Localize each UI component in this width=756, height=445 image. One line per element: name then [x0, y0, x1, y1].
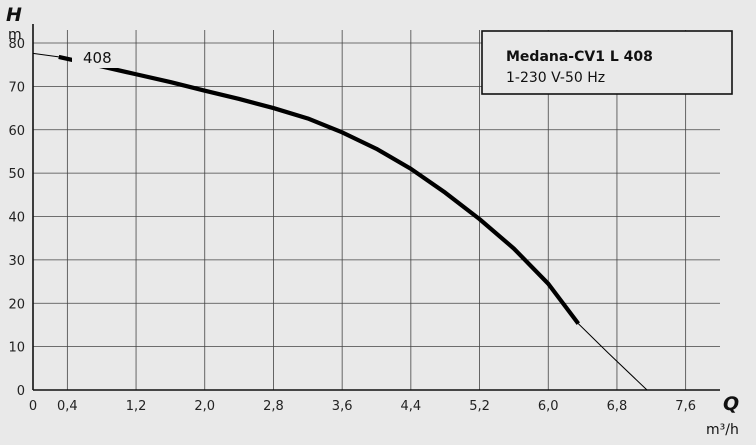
y-tick-label-8: 80 — [8, 37, 25, 52]
series-0-extrapolated-tail — [577, 323, 648, 391]
x-axis-unit: m³/h — [706, 422, 739, 438]
x-tick-label-4: 2,8 — [263, 399, 284, 414]
axes — [32, 24, 720, 391]
x-tick-label-10: 7,6 — [675, 399, 696, 414]
legend-frame — [481, 30, 733, 95]
curve-label-background — [72, 46, 128, 68]
y-tick-label-2: 20 — [8, 297, 25, 312]
legend-subtitle: 1-230 V-50 Hz — [506, 70, 605, 86]
axis-symbols: H m Q m³/h — [6, 4, 739, 438]
y-tick-label-3: 30 — [8, 254, 25, 269]
x-tick-label-2: 1,2 — [126, 399, 147, 414]
x-tick-label-9: 6,8 — [607, 399, 628, 414]
legend-title: Medana-CV1 L 408 — [506, 49, 653, 65]
y-tick-label-7: 70 — [8, 80, 25, 95]
x-tick-label-7: 5,2 — [469, 399, 490, 414]
x-tick-label-6: 4,4 — [401, 399, 422, 414]
tick-labels: 0 0,4 1,2 2,0 2,8 3,6 4,4 5,2 6,0 6,8 7,6 0 10 20 30 40… — [8, 37, 696, 414]
x-tick-label-8: 6,0 — [538, 399, 559, 414]
legend-box: Medana-CV1 L 408 1-230 V-50 Hz — [481, 30, 733, 95]
series-0-operating-curve — [58, 54, 580, 325]
x-tick-label-1: 0,4 — [57, 399, 78, 414]
y-tick-label-4: 40 — [8, 211, 25, 226]
y-tick-label-6: 60 — [8, 124, 25, 139]
curve-label-group: 408 — [72, 46, 128, 68]
curve-label: 408 — [83, 49, 112, 67]
x-tick-label-0: 0 — [29, 399, 37, 414]
y-tick-label-0: 0 — [17, 384, 25, 399]
series-layer — [32, 52, 648, 391]
y-tick-label-5: 50 — [8, 167, 25, 182]
y-axis-symbol: H — [6, 4, 22, 26]
x-tick-label-5: 3,6 — [332, 399, 353, 414]
x-axis-symbol: Q — [723, 393, 739, 415]
y-axis-unit: m — [8, 27, 22, 43]
series-0-extrapolated-start — [32, 52, 59, 58]
y-tick-label-1: 10 — [8, 341, 25, 356]
x-tick-label-3: 2,0 — [194, 399, 215, 414]
